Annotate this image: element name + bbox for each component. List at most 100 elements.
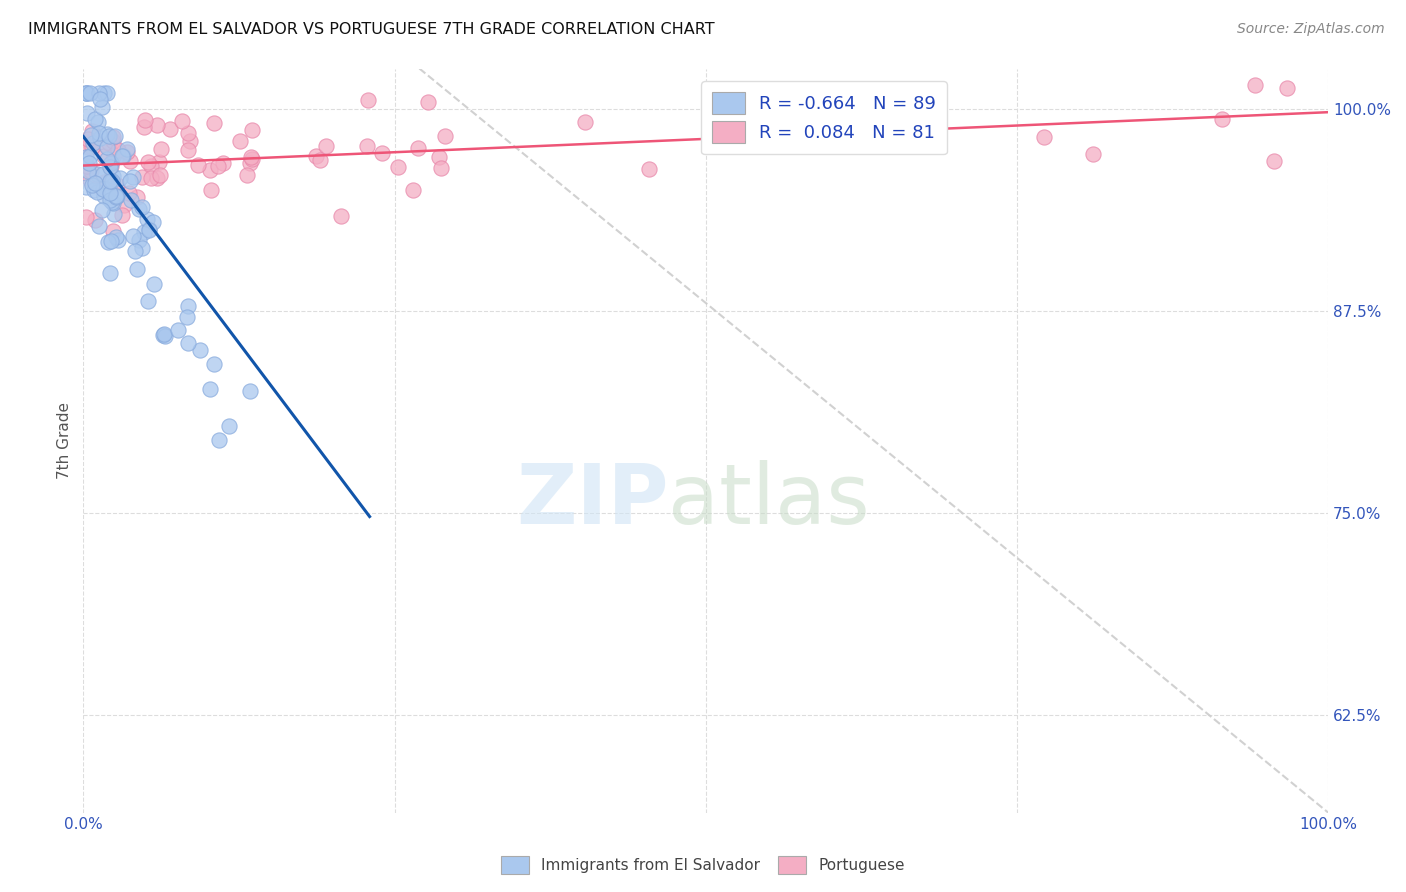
Point bbox=[82, 139, 104, 153]
Point bbox=[138, 222, 160, 236]
Point bbox=[177, 143, 200, 157]
Point bbox=[80, 124, 103, 138]
Point bbox=[84, 213, 107, 227]
Point bbox=[105, 178, 128, 193]
Point bbox=[131, 169, 153, 184]
Point bbox=[100, 186, 122, 201]
Point bbox=[136, 293, 159, 308]
Point bbox=[97, 136, 120, 150]
Point bbox=[433, 129, 456, 144]
Point bbox=[89, 130, 111, 145]
Point bbox=[177, 299, 200, 313]
Point bbox=[1244, 78, 1267, 92]
Point bbox=[138, 223, 160, 237]
Point bbox=[387, 160, 409, 174]
Point bbox=[100, 194, 122, 209]
Point bbox=[136, 155, 159, 169]
Point bbox=[86, 167, 108, 181]
Point bbox=[103, 148, 125, 162]
Point bbox=[142, 215, 165, 229]
Point bbox=[105, 188, 128, 202]
Point bbox=[100, 234, 122, 248]
Point bbox=[75, 210, 97, 224]
Point bbox=[236, 168, 259, 182]
Point bbox=[1211, 112, 1233, 127]
Point bbox=[146, 170, 169, 185]
Point bbox=[207, 160, 229, 174]
Point bbox=[93, 86, 115, 100]
Point bbox=[89, 92, 111, 106]
Point bbox=[330, 209, 353, 223]
Point bbox=[357, 93, 380, 107]
Point bbox=[86, 185, 108, 199]
Point bbox=[356, 139, 378, 153]
Point bbox=[98, 161, 121, 175]
Point bbox=[1081, 147, 1104, 161]
Point bbox=[406, 141, 429, 155]
Point bbox=[75, 86, 97, 100]
Point bbox=[127, 261, 149, 276]
Point bbox=[93, 175, 115, 189]
Point bbox=[104, 128, 127, 143]
Point bbox=[80, 163, 103, 178]
Point bbox=[76, 164, 98, 178]
Point bbox=[146, 118, 169, 132]
Point bbox=[371, 145, 394, 160]
Point bbox=[82, 136, 104, 150]
Text: atlas: atlas bbox=[668, 459, 870, 541]
Point bbox=[96, 235, 118, 250]
Point bbox=[167, 323, 190, 337]
Point bbox=[91, 100, 114, 114]
Point bbox=[238, 384, 260, 399]
Point bbox=[134, 120, 156, 134]
Point bbox=[429, 161, 451, 175]
Point bbox=[100, 159, 122, 173]
Point bbox=[96, 86, 118, 100]
Point bbox=[79, 155, 101, 169]
Point bbox=[76, 86, 98, 100]
Point bbox=[305, 149, 328, 163]
Point bbox=[239, 156, 262, 170]
Point bbox=[124, 244, 146, 258]
Point bbox=[104, 190, 127, 204]
Point bbox=[574, 115, 596, 129]
Point bbox=[110, 170, 132, 185]
Legend: R = -0.664   N = 89, R =  0.084   N = 81: R = -0.664 N = 89, R = 0.084 N = 81 bbox=[702, 81, 946, 154]
Point bbox=[83, 183, 105, 197]
Point bbox=[101, 130, 124, 145]
Point bbox=[149, 143, 172, 157]
Point bbox=[240, 150, 263, 164]
Point bbox=[204, 116, 226, 130]
Point bbox=[228, 134, 250, 148]
Point bbox=[93, 189, 115, 203]
Point bbox=[93, 182, 115, 196]
Point bbox=[107, 143, 129, 157]
Point bbox=[1263, 153, 1285, 168]
Point bbox=[149, 168, 172, 182]
Point bbox=[100, 155, 122, 169]
Point bbox=[87, 115, 110, 129]
Point bbox=[136, 211, 159, 226]
Point bbox=[101, 224, 124, 238]
Point bbox=[112, 149, 135, 163]
Text: Source: ZipAtlas.com: Source: ZipAtlas.com bbox=[1237, 22, 1385, 37]
Y-axis label: 7th Grade: 7th Grade bbox=[58, 402, 72, 479]
Point bbox=[177, 335, 200, 350]
Point bbox=[101, 174, 124, 188]
Point bbox=[240, 152, 263, 166]
Point bbox=[198, 163, 221, 178]
Point bbox=[121, 193, 143, 207]
Point bbox=[131, 200, 153, 214]
Point bbox=[813, 97, 835, 112]
Point bbox=[200, 183, 222, 197]
Point bbox=[202, 358, 225, 372]
Point bbox=[98, 266, 121, 280]
Point bbox=[152, 326, 174, 341]
Point bbox=[143, 277, 166, 291]
Point bbox=[104, 189, 127, 203]
Point bbox=[101, 134, 124, 148]
Point bbox=[118, 153, 141, 168]
Point bbox=[820, 112, 842, 127]
Point bbox=[1032, 129, 1054, 144]
Text: ZIP: ZIP bbox=[516, 459, 668, 541]
